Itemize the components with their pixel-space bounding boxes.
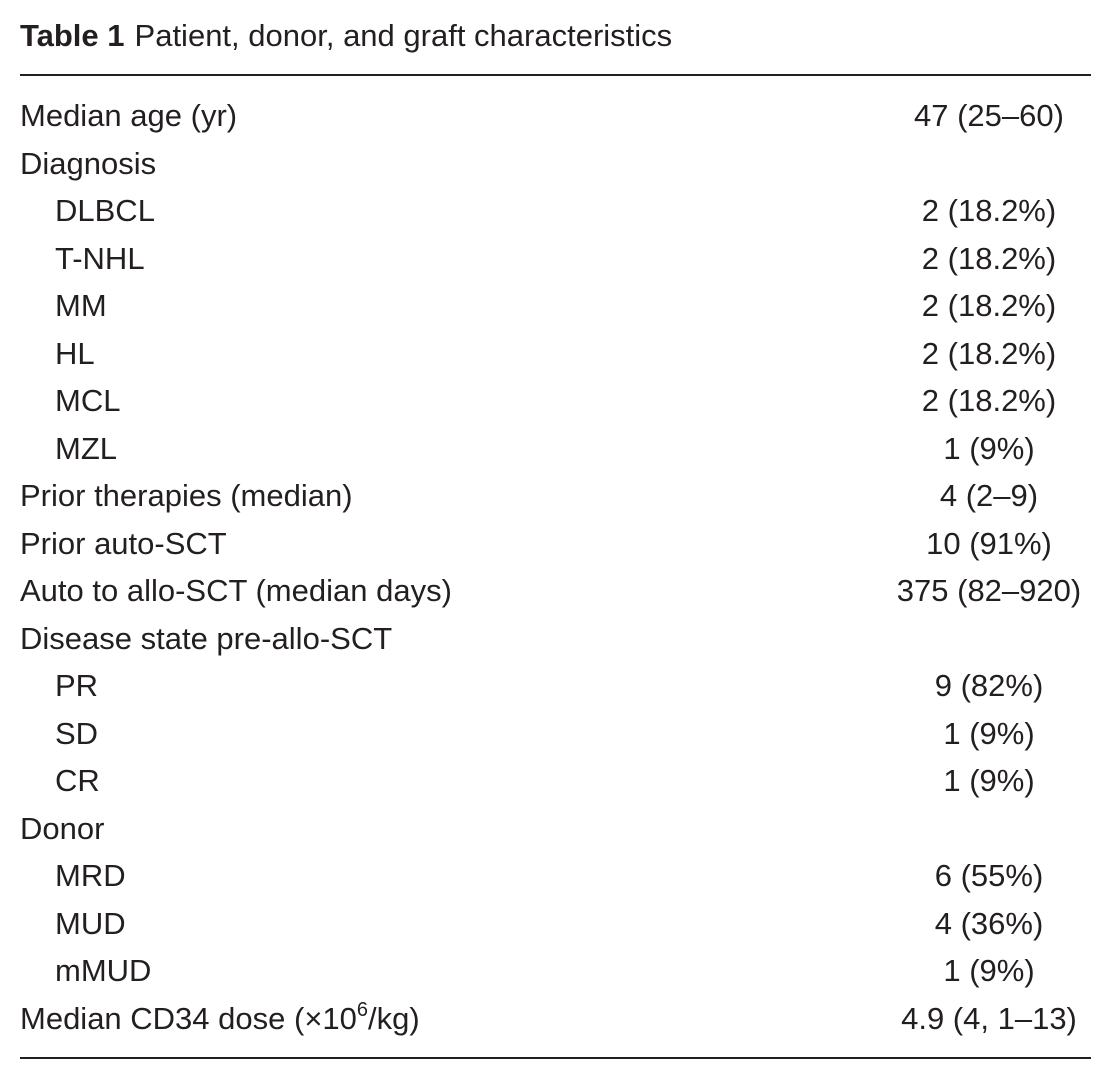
table-row-dlbcl: DLBCL 2 (18.2%): [20, 187, 1091, 235]
row-value: 375 (82–920): [896, 573, 1082, 608]
row-value: 1 (9%): [943, 953, 1035, 988]
table-row-mm: MM 2 (18.2%): [20, 282, 1091, 330]
row-value: 2 (18.2%): [921, 193, 1057, 228]
top-rule: [20, 74, 1091, 76]
row-label: MRD: [55, 858, 126, 893]
row-label-superscript: 6: [356, 998, 369, 1021]
row-value: 2 (18.2%): [921, 335, 1057, 371]
row-label: PR: [55, 668, 99, 703]
table-row-prior-auto-sct: Prior auto-SCT 10 (91%): [20, 520, 1091, 568]
table-row-hl: HL 2 (18.2%): [20, 330, 1091, 378]
row-label: MUD: [55, 905, 126, 941]
row-value: 1 (9%): [943, 715, 1035, 751]
characteristics-table: Median age (yr) 47 (25–60) Diagnosis DLB…: [20, 92, 1091, 1042]
table-row-mud: MUD 4 (36%): [20, 900, 1091, 948]
row-value: 9 (82%): [934, 668, 1044, 703]
row-label: MZL: [55, 430, 117, 466]
table-row-mmud: mMUD 1 (9%): [20, 947, 1091, 995]
row-label: mMUD: [55, 953, 152, 988]
table-row-mzl: MZL 1 (9%): [20, 425, 1091, 473]
table-row-cr: CR 1 (9%): [20, 757, 1091, 805]
table-row-cd34-dose: Median CD34 dose (×106/kg) 4.9 (4, 1–13): [20, 995, 1091, 1043]
row-label: Donor: [20, 810, 105, 846]
table-row-t-nhl: T-NHL 2 (18.2%): [20, 235, 1091, 283]
row-value: 1 (9%): [943, 430, 1035, 466]
row-value: 6 (55%): [934, 858, 1044, 893]
row-label-suffix: /kg): [368, 1000, 420, 1036]
table-row-disease-state-header: Disease state pre-allo-SCT: [20, 615, 1091, 663]
table-row-diagnosis-header: Diagnosis: [20, 140, 1091, 188]
row-value: 2 (18.2%): [921, 240, 1057, 276]
table-title: Patient, donor, and graft characteristic…: [134, 18, 673, 53]
table-row-median-age: Median age (yr) 47 (25–60): [20, 92, 1091, 140]
table-row-pr: PR 9 (82%): [20, 662, 1091, 710]
row-label: MCL: [55, 383, 121, 418]
row-value: 10 (91%): [926, 525, 1052, 561]
table-row-prior-therapies: Prior therapies (median) 4 (2–9): [20, 472, 1091, 520]
row-value: 2 (18.2%): [921, 383, 1057, 418]
row-value: 2 (18.2%): [921, 288, 1057, 323]
table-row-mrd: MRD 6 (55%): [20, 852, 1091, 900]
row-label: HL: [55, 335, 95, 371]
row-label: T-NHL: [55, 240, 145, 276]
row-label: Prior auto-SCT: [20, 525, 227, 561]
row-label: Median age (yr): [20, 98, 238, 133]
row-value: 4 (2–9): [939, 478, 1039, 513]
row-label: MM: [55, 288, 107, 323]
row-label: Prior therapies (median): [20, 478, 353, 513]
row-value: 4 (36%): [934, 905, 1044, 941]
row-label: Diagnosis: [20, 145, 157, 181]
row-label: DLBCL: [55, 193, 155, 228]
table-row-auto-to-allo: Auto to allo-SCT (median days) 375 (82–9…: [20, 567, 1091, 615]
row-label: SD: [55, 715, 99, 751]
row-label: Auto to allo-SCT (median days): [20, 573, 452, 608]
bottom-rule: [20, 1057, 1091, 1059]
table-row-mcl: MCL 2 (18.2%): [20, 377, 1091, 425]
row-label: CR: [55, 763, 100, 798]
table-caption: Table 1 Patient, donor, and graft charact…: [20, 14, 672, 58]
row-label-prefix: Median CD34 dose (×10: [20, 1000, 357, 1036]
table-number: Table 1: [20, 18, 125, 53]
row-value: 4.9 (4, 1–13): [901, 1000, 1077, 1036]
row-value: 47 (25–60): [914, 98, 1064, 133]
row-label: Disease state pre-allo-SCT: [20, 620, 393, 656]
row-label: Median CD34 dose (×106/kg): [20, 995, 420, 1043]
table-row-donor-header: Donor: [20, 805, 1091, 853]
table-row-sd: SD 1 (9%): [20, 710, 1091, 758]
row-value: 1 (9%): [943, 763, 1035, 798]
